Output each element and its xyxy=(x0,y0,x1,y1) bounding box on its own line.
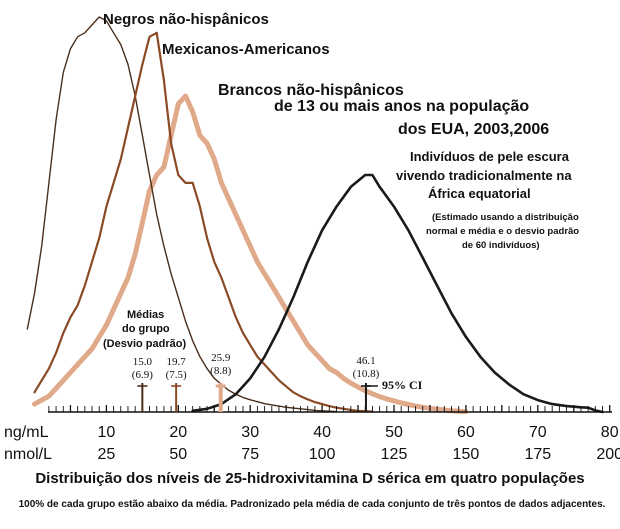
x-tick-label-ngml: 10 xyxy=(98,424,116,441)
ci-label: 95% CI xyxy=(382,378,423,392)
series-line-4 xyxy=(191,173,604,414)
label-africa-note3: de 60 indivíduos) xyxy=(462,240,540,251)
x-axis-minor-ticks xyxy=(48,405,611,412)
label-mexicanos: Mexicanos-Americanos xyxy=(162,41,330,58)
label-africa-note2: normal e média e o desvio padrão xyxy=(426,226,579,237)
x-tick-label-ngml: 70 xyxy=(529,424,547,441)
mean-sd-label: (10.8) xyxy=(353,368,380,380)
x-axis-tick-labels: 10 25 20 50 30 75 40 100 50 125 60 150 70 175 80 200 xyxy=(98,424,620,463)
mean-value-label: 15.0 xyxy=(133,356,153,368)
x-tick-label-nmol: 100 xyxy=(309,446,336,463)
mean-value-label: 19.7 xyxy=(167,356,187,368)
label-brancos-line1: Brancos não-hispânicos xyxy=(218,82,404,99)
x-tick-label-ngml: 60 xyxy=(457,424,475,441)
series-line-1 xyxy=(26,16,338,413)
x-tick-label-nmol: 200 xyxy=(596,446,620,463)
mean-value-label: 46.1 xyxy=(356,355,375,367)
means-heading-line3: (Desvio padrão) xyxy=(103,338,186,350)
mean-sd-label: (6.9) xyxy=(132,369,153,381)
x-tick-label-nmol: 25 xyxy=(98,446,116,463)
means-heading-line2: do grupo xyxy=(122,323,170,335)
x-tick-label-nmol: 50 xyxy=(169,446,187,463)
x-tick-label-nmol: 125 xyxy=(381,446,408,463)
series-line-2 xyxy=(33,31,374,413)
x-tick-label-nmol: 75 xyxy=(241,446,259,463)
means-heading-line1: Médias xyxy=(127,309,164,321)
vitamin-d-distribution-chart: 10 25 20 50 30 75 40 100 50 125 60 150 70 175 80 200 ng… xyxy=(4,11,620,463)
label-brancos-line3: dos EUA, 2003,2006 xyxy=(398,121,549,138)
x-tick-label-nmol: 175 xyxy=(524,446,551,463)
chart-footnote: 100% de cada grupo estão abaixo da média… xyxy=(18,499,606,510)
chart-annotations: Negros não-hispânicos Mexicanos-American… xyxy=(103,11,579,392)
label-africa-line1: Indivíduos de pele escura xyxy=(410,149,570,164)
label-africa-line2: vivendo tradicionalmente na xyxy=(396,168,572,183)
mean-sd-label: (7.5) xyxy=(166,369,187,381)
label-africa-note1: (Estimado usando a distribuição xyxy=(432,212,579,223)
x-tick-label-ngml: 80 xyxy=(601,424,619,441)
label-brancos-line2: de 13 ou mais anos na população xyxy=(274,98,529,115)
label-negros: Negros não-hispânicos xyxy=(103,11,269,28)
x-axis-unit-nmol: nmol/L xyxy=(4,446,52,463)
series-line-3 xyxy=(32,93,469,415)
label-africa-line3: África equatorial xyxy=(428,186,531,201)
group-means-markers: 15.0(6.9) 19.7(7.5) 25.9(8.8) 46.1(10.8) xyxy=(132,352,380,412)
x-tick-label-ngml: 30 xyxy=(241,424,259,441)
x-tick-label-ngml: 50 xyxy=(385,424,403,441)
mean-sd-label: (8.8) xyxy=(210,365,231,377)
x-tick-label-ngml: 20 xyxy=(169,424,187,441)
x-tick-label-nmol: 150 xyxy=(453,446,480,463)
x-tick-label-ngml: 40 xyxy=(313,424,331,441)
chart-title: Distribuição dos níveis de 25-hidroxivit… xyxy=(35,470,585,487)
x-axis: 10 25 20 50 30 75 40 100 50 125 60 150 70 175 80 200 ng… xyxy=(4,405,620,463)
distribution-curves xyxy=(26,16,604,415)
mean-value-label: 25.9 xyxy=(211,352,231,364)
x-axis-unit-ngml: ng/mL xyxy=(4,424,49,441)
